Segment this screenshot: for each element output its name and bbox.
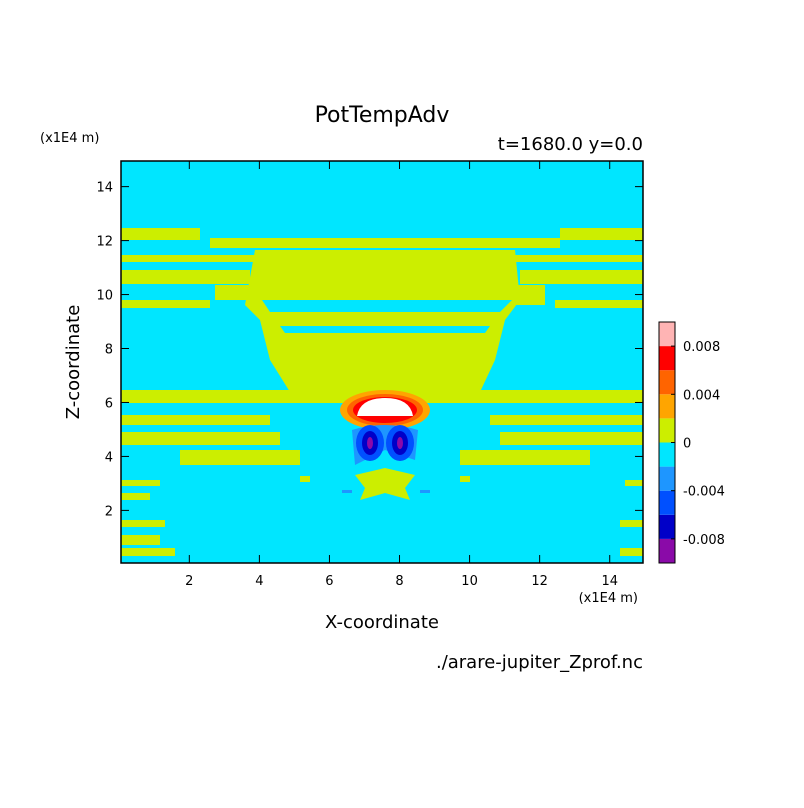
contour-region <box>397 437 403 449</box>
colorbar-tick-label: -0.004 <box>683 485 725 500</box>
colorbar-band <box>659 466 675 491</box>
colorbar-band <box>659 418 675 443</box>
y-tick-label: 8 <box>105 343 113 358</box>
contour-region <box>121 390 643 465</box>
y-unit: (x1E4 m) <box>40 131 99 146</box>
colorbar-tick-label: 0.004 <box>683 388 720 403</box>
x-tick-label: 8 <box>395 574 403 589</box>
colorbar-band <box>659 394 675 419</box>
contour-region <box>342 490 430 493</box>
contour-region <box>121 480 643 556</box>
x-tick-label: 4 <box>255 574 263 589</box>
colorbar-band <box>659 442 675 467</box>
colorbar-band <box>659 490 675 515</box>
colorbar-tick-label: -0.008 <box>683 533 725 548</box>
colorbar-band <box>659 322 675 347</box>
y-tick-label: 12 <box>96 235 113 250</box>
contour-region <box>300 468 470 500</box>
contour-region <box>357 398 413 416</box>
y-tick-label: 10 <box>96 289 113 304</box>
y-tick-label: 4 <box>105 450 113 465</box>
x-tick-label: 6 <box>325 574 333 589</box>
y-tick-label: 14 <box>96 181 113 196</box>
y-tick-label: 2 <box>105 504 113 519</box>
colorbar-band <box>659 514 675 539</box>
y-axis-label: Z-coordinate <box>63 305 84 420</box>
x-tick-label: 10 <box>461 574 478 589</box>
x-unit: (x1E4 m) <box>579 591 638 606</box>
x-axis-label: X-coordinate <box>325 612 439 633</box>
contour-region <box>121 228 643 248</box>
contour-field <box>121 161 643 563</box>
source-file: ./arare-jupiter_Zprof.nc <box>436 652 643 673</box>
x-tick-label: 14 <box>601 574 618 589</box>
contour-region <box>262 300 512 333</box>
colorbar-tick-label: 0.008 <box>683 340 720 355</box>
x-tick-label: 2 <box>185 574 193 589</box>
contour-region <box>367 437 373 449</box>
chart-subtitle: t=1680.0 y=0.0 <box>498 134 643 155</box>
x-tick-label: 12 <box>531 574 548 589</box>
y-tick-label: 6 <box>105 396 113 411</box>
colorbar-band <box>659 370 675 395</box>
colorbar-tick-label: 0 <box>683 437 691 452</box>
contour-region <box>268 250 500 295</box>
colorbar-band <box>659 346 675 371</box>
chart-title: PotTempAdv <box>315 103 450 128</box>
plot-frame <box>120 160 644 564</box>
colorbar-band <box>659 538 675 563</box>
